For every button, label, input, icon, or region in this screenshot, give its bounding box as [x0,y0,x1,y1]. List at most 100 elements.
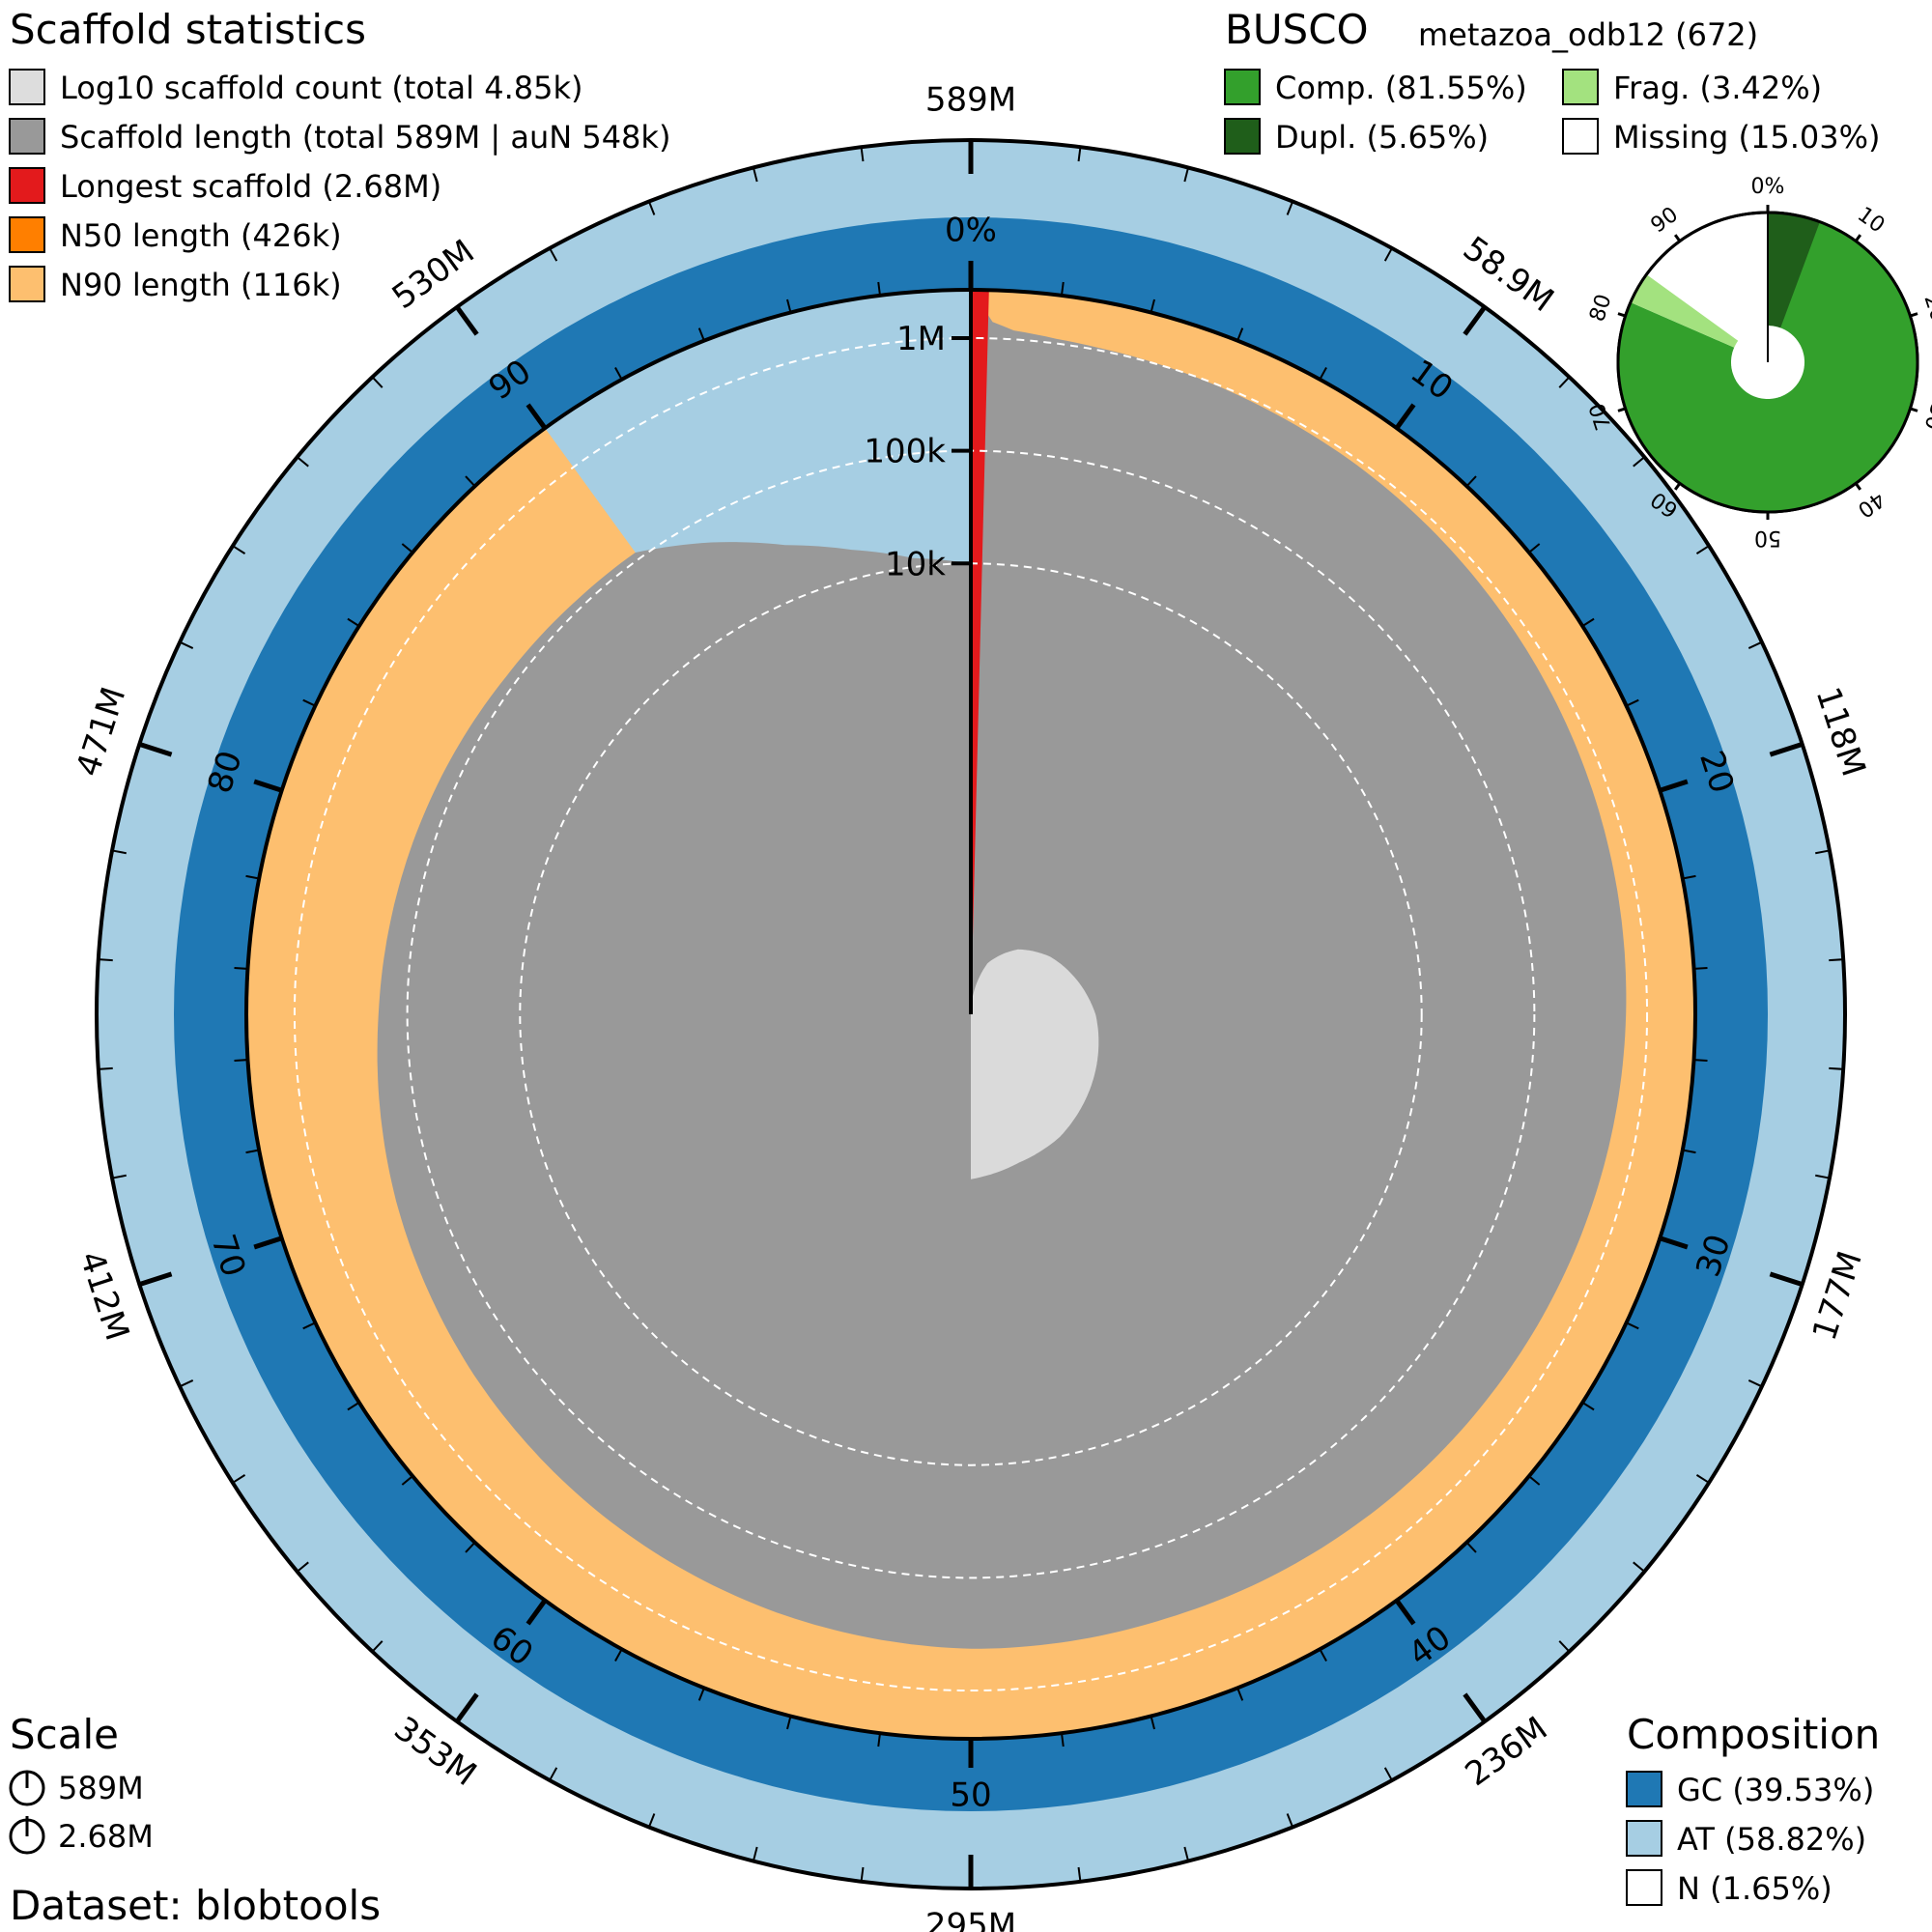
scale-label-1: 2.68M [58,1818,154,1855]
percent-minor-tick [234,967,248,970]
longest-scaffold-wedge [971,290,989,1014]
percent-minor-tick [1682,1149,1696,1154]
composition-swatch [1626,1869,1662,1906]
outer-minor-tick [1383,247,1393,262]
outer-tick-label: 118M [1808,683,1873,781]
outer-minor-tick [1747,640,1763,649]
outer-minor-tick [1077,1866,1082,1882]
scaffold-count-area [971,949,1099,1179]
busco-lineage: metazoa_odb12 (672) [1418,16,1758,53]
percent-minor-tick [1581,617,1595,627]
outer-minor-tick [1695,1474,1710,1484]
busco-tick [1617,407,1627,412]
percent-minor-tick [245,874,260,880]
percent-minor-tick [347,617,360,627]
percent-tick-label: 50 [950,1776,991,1815]
busco-duplicated-arc [1768,213,1820,328]
busco-tick-label: 0% [1751,175,1785,199]
busco-tick [1617,312,1627,318]
outer-minor-tick [1815,1174,1831,1179]
percent-minor-tick [1236,1687,1244,1701]
busco-tick [1909,407,1918,412]
scale-legend: Scale 589M 2.68M [9,1711,154,1855]
radial-tick-label: 1M [896,320,946,358]
scaffold-stat-label: Log10 scaffold count (total 4.85k) [60,70,582,106]
scale-title: Scale [10,1711,119,1758]
outer-major-tick [455,305,479,336]
percent-minor-tick [1693,1059,1708,1062]
radial-gridline [293,336,1649,1692]
percent-major-tick [526,403,548,430]
busco-tick [1673,482,1682,491]
busco-tick [1854,234,1862,242]
outer-minor-tick [1747,1379,1763,1388]
percent-minor-tick [1693,967,1708,970]
percent-minor-tick [1061,281,1065,297]
dataset-label: Dataset: blobtools [10,1882,381,1929]
busco-tick-label: 20 [1918,292,1932,325]
busco-title: BUSCO [1225,6,1369,53]
percent-minor-tick [1465,475,1477,487]
busco-label: Frag. (3.42%) [1613,70,1822,106]
outer-minor-tick [647,201,656,215]
busco-tick [1909,312,1918,318]
outer-minor-tick [297,1561,309,1573]
outer-minor-tick [297,456,309,468]
outer-minor-tick [1183,1846,1190,1861]
outer-major-tick [455,1692,479,1723]
percent-major-tick [1394,403,1416,430]
busco-swatch [1224,69,1261,105]
busco-swatch [1562,118,1599,155]
outer-minor-tick [232,545,246,554]
percent-minor-tick [614,367,623,381]
scaffold-stat-label: Longest scaffold (2.68M) [60,168,441,205]
scaffold-stat-label: Scaffold length (total 589M | auN 548k) [60,119,670,156]
outer-minor-tick [647,1813,656,1828]
outer-major-tick [138,741,173,757]
scaffold-stat-swatch [9,266,45,302]
percent-minor-tick [465,475,476,487]
busco-label: Comp. (81.55%) [1275,70,1527,106]
percent-minor-tick [1236,327,1244,342]
outer-major-tick [1463,1692,1487,1723]
outer-tick-label: 177M [1805,1247,1870,1346]
percent-minor-tick [302,698,316,707]
outer-minor-tick [1633,1561,1645,1573]
percent-minor-tick [1528,543,1541,554]
busco-swatch [1224,118,1261,155]
percent-minor-tick [614,1648,623,1662]
busco-tick-label: 30 [1918,400,1932,433]
scale-icon-full [9,1770,45,1806]
percent-minor-tick [697,1687,705,1701]
outer-minor-tick [860,1866,865,1882]
outer-minor-tick [860,147,865,162]
busco-complete-arc [1618,213,1918,512]
outer-minor-tick [1695,545,1710,554]
outer-minor-tick [1286,201,1294,215]
outer-minor-tick [549,247,558,262]
percent-minor-tick [1626,1321,1639,1330]
scaffold-stat-label: N90 length (116k) [60,267,342,303]
outer-minor-tick [1558,376,1571,388]
composition-title: Composition [1627,1711,1880,1758]
outer-minor-tick [98,1066,113,1070]
scale-label-0: 589M [58,1770,144,1806]
percent-minor-tick [347,1402,360,1411]
percent-minor-tick [786,298,792,313]
percent-minor-tick [465,1542,476,1553]
percent-tick-label: 0% [945,212,997,250]
busco-fragmented-arc [1630,274,1739,348]
percent-minor-tick [1319,367,1327,381]
percent-minor-tick [697,327,705,342]
percent-major-tick [1659,779,1689,793]
outer-major-tick [1769,1271,1804,1288]
busco-label: Missing (15.03%) [1613,119,1880,156]
composition-label: AT (58.82%) [1677,1821,1866,1858]
outer-minor-tick [1286,1813,1294,1828]
scaffold-stat-swatch [9,167,45,204]
outer-minor-tick [752,1846,758,1861]
percent-minor-tick [786,1716,792,1730]
busco-tick-label: 50 [1754,526,1781,550]
outer-minor-tick [1383,1767,1393,1781]
